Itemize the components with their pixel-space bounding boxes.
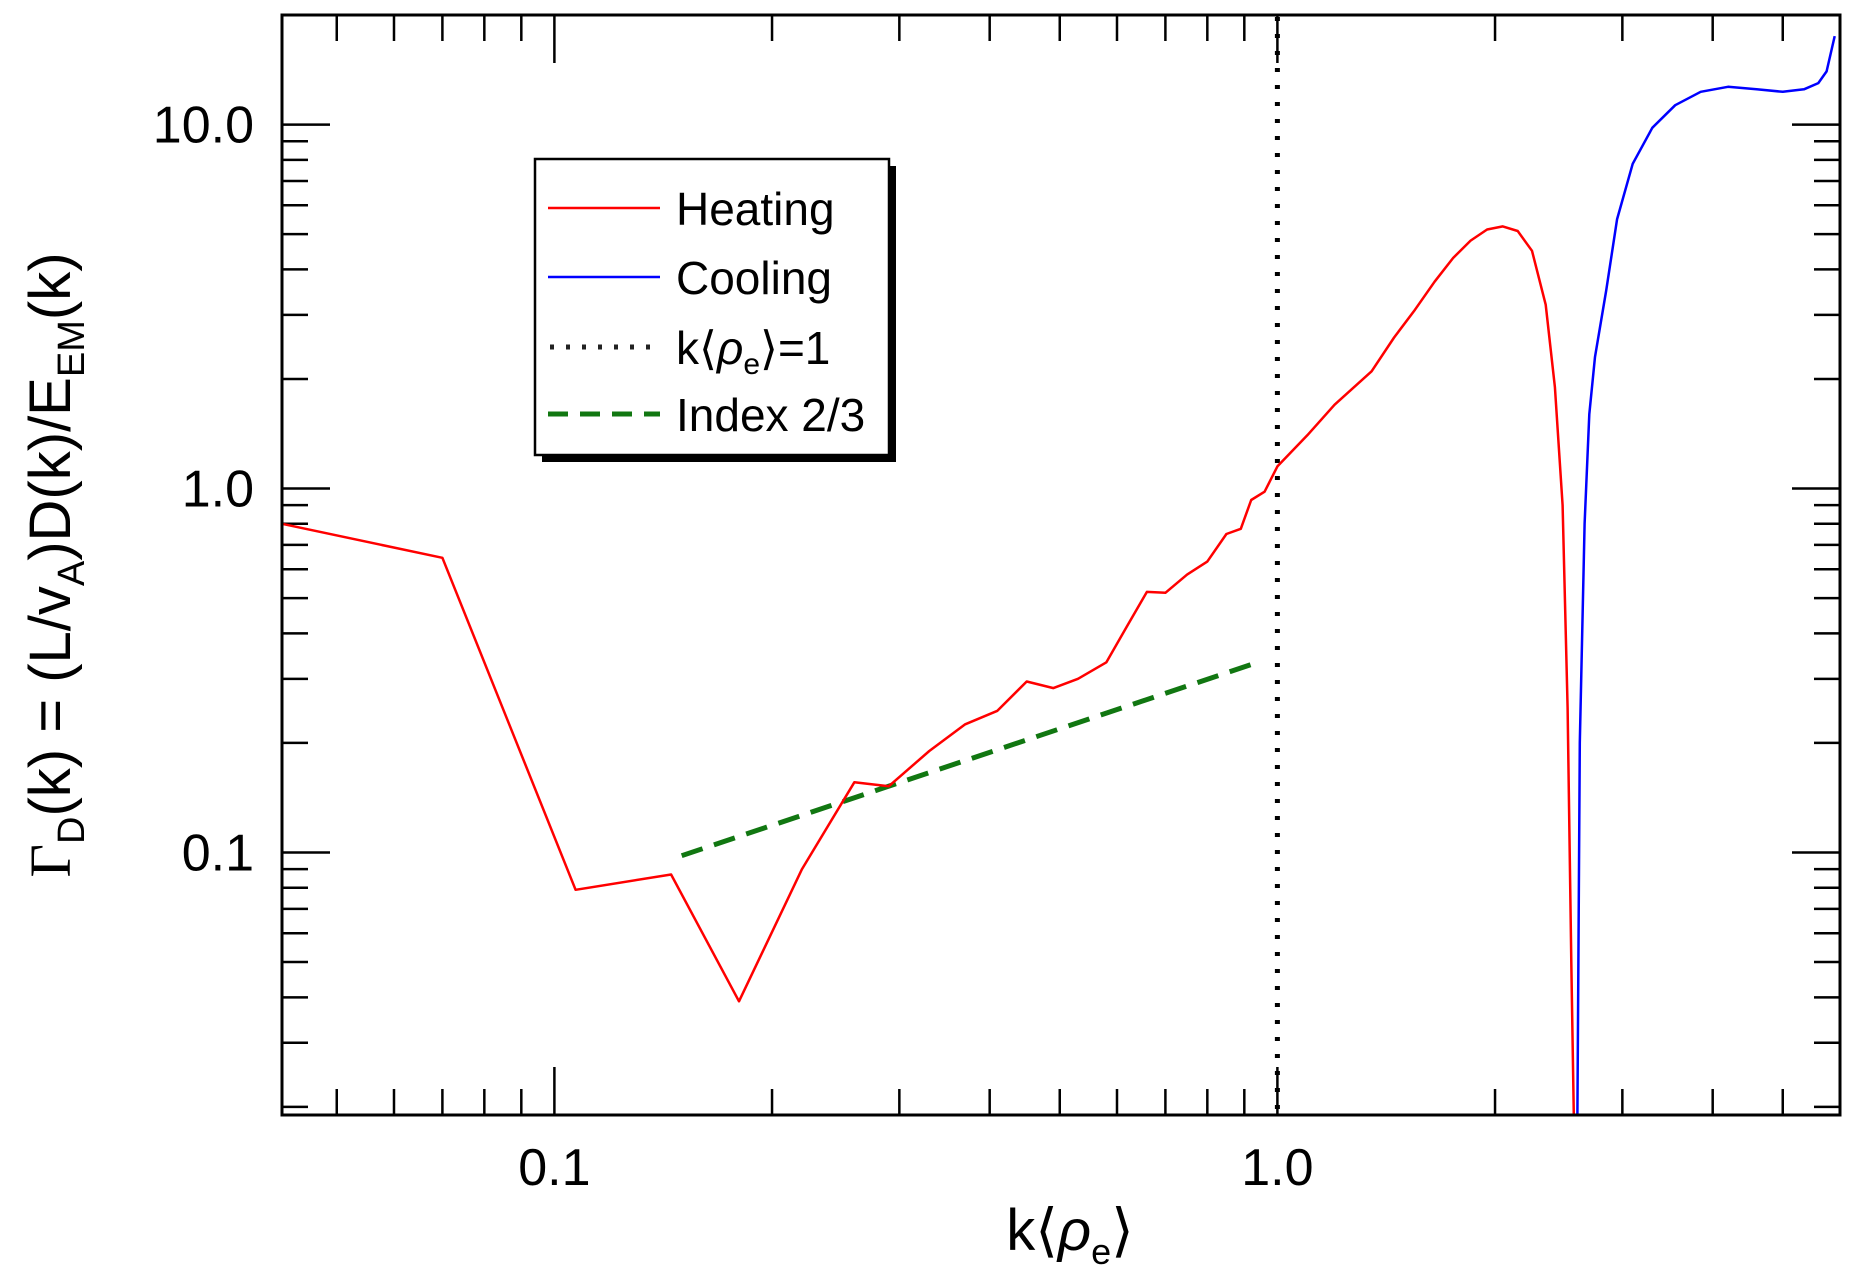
- plot-frame: [280, 13, 1842, 1117]
- plot-area: [281, 17, 1836, 1116]
- legend-label-dotted: k⟨ρe⟩=1: [676, 322, 830, 381]
- legend-label-cooling: Cooling: [676, 252, 832, 304]
- reference-line-index-2-3: [680, 658, 1263, 859]
- x-tick-label: 1.0: [1241, 1139, 1313, 1197]
- y-axis-title: ΓD(k) = (L/vA)D(k)/EEM(k): [18, 252, 93, 877]
- legend-label-heating: Heating: [676, 183, 835, 235]
- legend: Heating Cooling k⟨ρe⟩=1 Index 2/3: [533, 157, 896, 462]
- series-line-cooling: [1576, 35, 1836, 1116]
- y-tick-label: 1.0: [182, 461, 254, 519]
- x-axis-title: k⟨ρe⟩: [1006, 1198, 1134, 1272]
- tick-labels: 0.1 1.0 0.1 1.0 10.0: [153, 97, 1314, 1197]
- legend-label-index: Index 2/3: [676, 389, 865, 441]
- axis-ticks: [282, 13, 1842, 1115]
- y-tick-label: 0.1: [182, 824, 254, 882]
- y-tick-label: 10.0: [153, 97, 254, 155]
- series-line-heating: [281, 225, 1576, 1116]
- x-tick-label: 0.1: [518, 1139, 590, 1197]
